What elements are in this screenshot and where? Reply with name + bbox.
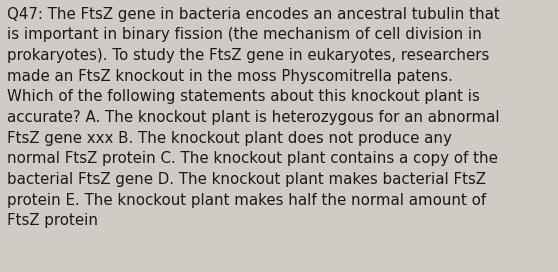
Text: Q47: The FtsZ gene in bacteria encodes an ancestral tubulin that
is important in: Q47: The FtsZ gene in bacteria encodes a… [7, 7, 500, 228]
